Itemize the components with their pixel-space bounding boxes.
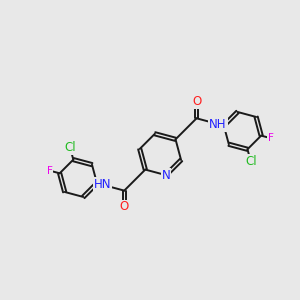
Text: O: O xyxy=(120,200,129,214)
Text: HN: HN xyxy=(94,178,112,191)
Text: F: F xyxy=(47,166,52,176)
Text: Cl: Cl xyxy=(64,141,76,154)
Text: N: N xyxy=(162,169,170,182)
Text: Cl: Cl xyxy=(245,155,256,168)
Text: F: F xyxy=(268,133,274,143)
Text: O: O xyxy=(192,95,201,109)
Text: NH: NH xyxy=(209,118,227,130)
